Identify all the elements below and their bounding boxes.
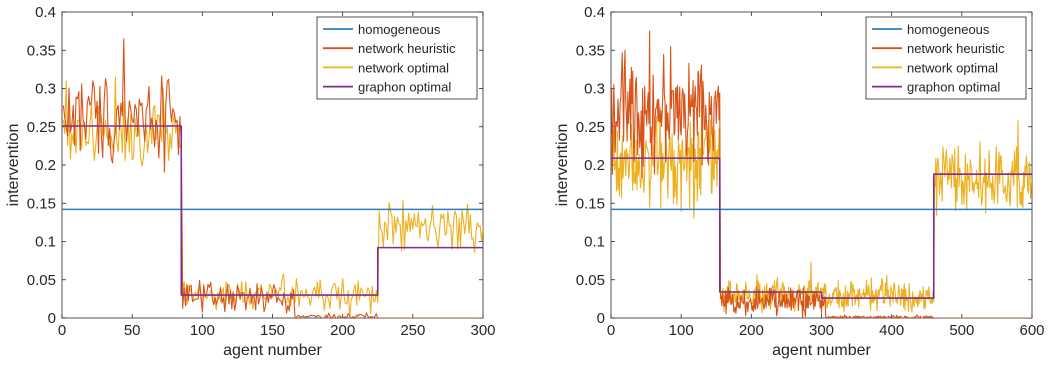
x-tick-label: 600	[1019, 322, 1044, 339]
y-tick-label: 0.35	[576, 42, 605, 59]
series-line-graphon-optimal	[62, 125, 483, 296]
y-tick-label: 0.3	[35, 81, 56, 98]
y-axis-label: intervention	[554, 124, 571, 207]
legend-entry: graphon optimal	[907, 80, 1000, 95]
plot-area	[62, 38, 483, 318]
y-tick-label: 0.25	[576, 119, 605, 136]
legend-entry: homogeneous	[907, 22, 990, 37]
y-tick-label: 0.4	[35, 4, 56, 21]
x-axis-label: agent number	[223, 342, 322, 359]
chart-panel-1: 0 50 100 150 200 250 300 0 0.05 0.1 0.15 0.2 0.25 0.3…	[5, 4, 496, 359]
y-tick-label: 0.35	[27, 42, 56, 59]
series-line-graphon-optimal	[611, 157, 1032, 299]
y-tick-label: 0	[48, 310, 56, 327]
x-tick-label: 100	[669, 322, 694, 339]
x-tick-label: 0	[58, 322, 66, 339]
x-tick-label: 250	[400, 322, 425, 339]
series-line-network-optimal	[611, 104, 1032, 314]
y-tick-label: 0.4	[584, 4, 605, 21]
y-tick-label: 0.15	[27, 195, 56, 212]
series-line-network-optimal	[62, 76, 483, 318]
legend-entry: network heuristic	[907, 41, 1005, 56]
chart-panel-2: 0 100 200 300 400 500 600 0 0.05 0.1 0.15 0.2 0.25 0.…	[554, 4, 1045, 359]
x-tick-label: 150	[260, 322, 285, 339]
legend: homogeneous network heuristic network opti…	[316, 16, 478, 100]
y-tick-label: 0.1	[584, 234, 605, 251]
y-tick-label: 0.3	[584, 81, 605, 98]
legend-entry: network optimal	[358, 60, 449, 75]
legend-entry: network optimal	[907, 60, 998, 75]
legend: homogeneous network heuristic network opti…	[865, 16, 1027, 100]
legend-entry: network heuristic	[358, 41, 456, 56]
x-tick-label: 200	[739, 322, 764, 339]
series-line-network-heuristic	[611, 30, 1032, 318]
legend-entry: homogeneous	[358, 22, 441, 37]
y-tick-label: 0.1	[35, 234, 56, 251]
x-tick-label: 200	[330, 322, 355, 339]
y-tick-label: 0.05	[27, 272, 56, 289]
y-axis-label: intervention	[5, 124, 22, 207]
y-tick-label: 0	[597, 310, 605, 327]
plot-area	[611, 30, 1032, 318]
series-line-network-heuristic	[62, 38, 483, 318]
x-tick-label: 0	[607, 322, 615, 339]
x-axis-label: agent number	[772, 342, 871, 359]
x-tick-label: 50	[124, 322, 141, 339]
x-tick-label: 300	[470, 322, 495, 339]
legend-box	[865, 16, 1027, 100]
y-tick-label: 0.2	[35, 157, 56, 174]
x-tick-label: 400	[879, 322, 904, 339]
y-tick-label: 0.05	[576, 272, 605, 289]
x-tick-label: 500	[949, 322, 974, 339]
y-tick-label: 0.2	[584, 157, 605, 174]
x-tick-label: 100	[190, 322, 215, 339]
y-tick-label: 0.25	[27, 119, 56, 136]
y-tick-label: 0.15	[576, 195, 605, 212]
legend-box	[316, 16, 478, 100]
legend-entry: graphon optimal	[358, 80, 451, 95]
x-tick-label: 300	[809, 322, 834, 339]
